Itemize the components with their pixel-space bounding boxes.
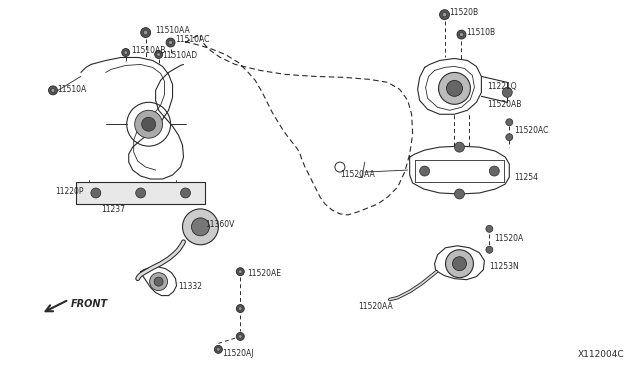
Circle shape [122, 48, 130, 57]
Text: 11510AA: 11510AA [156, 26, 190, 35]
Circle shape [420, 166, 429, 176]
Circle shape [49, 86, 58, 95]
Circle shape [442, 12, 447, 17]
Circle shape [490, 166, 499, 176]
Text: 11220P: 11220P [55, 187, 83, 196]
Circle shape [216, 347, 220, 351]
Circle shape [486, 246, 493, 253]
Circle shape [454, 142, 465, 152]
Text: 11520B: 11520B [449, 8, 479, 17]
Circle shape [150, 273, 168, 291]
Circle shape [236, 268, 244, 276]
Circle shape [143, 31, 148, 35]
Text: X112004C: X112004C [577, 350, 624, 359]
Text: 11510AC: 11510AC [175, 35, 210, 44]
Circle shape [506, 119, 513, 126]
Circle shape [239, 270, 242, 273]
Circle shape [157, 53, 161, 56]
Text: 11510A: 11510A [57, 85, 86, 94]
Text: 11520AE: 11520AE [247, 269, 281, 278]
Circle shape [506, 134, 513, 141]
Circle shape [214, 346, 222, 353]
Circle shape [134, 110, 163, 138]
Circle shape [124, 51, 127, 54]
Text: 11520AA: 11520AA [358, 302, 392, 311]
Text: 11510B: 11510B [467, 28, 495, 37]
Circle shape [141, 28, 150, 38]
Circle shape [141, 117, 156, 131]
Text: 11332: 11332 [179, 282, 202, 291]
Circle shape [191, 218, 209, 236]
Text: 11510AD: 11510AD [163, 51, 198, 60]
Text: 11520AA: 11520AA [340, 170, 374, 179]
Circle shape [166, 38, 175, 47]
Circle shape [239, 307, 242, 310]
Circle shape [452, 257, 467, 271]
Circle shape [438, 73, 470, 104]
Circle shape [154, 277, 163, 286]
Bar [76, 182, 205, 204]
Text: 11254: 11254 [515, 173, 538, 182]
Circle shape [454, 189, 465, 199]
Text: 11510AB: 11510AB [131, 46, 165, 55]
Text: 11253N: 11253N [490, 262, 519, 271]
Circle shape [51, 88, 55, 92]
Text: 11520AC: 11520AC [515, 126, 548, 135]
Circle shape [182, 209, 218, 245]
Circle shape [91, 188, 101, 198]
Text: 11237: 11237 [101, 205, 125, 214]
Circle shape [486, 225, 493, 232]
Text: 11520A: 11520A [494, 234, 524, 243]
Circle shape [236, 333, 244, 340]
Circle shape [168, 41, 173, 45]
Circle shape [502, 87, 512, 97]
Circle shape [460, 33, 463, 36]
Circle shape [457, 30, 466, 39]
Circle shape [239, 335, 242, 338]
Text: 11520AJ: 11520AJ [222, 349, 254, 358]
Text: 11360V: 11360V [205, 220, 235, 230]
Circle shape [445, 250, 474, 278]
Circle shape [440, 10, 449, 20]
Circle shape [136, 188, 146, 198]
Circle shape [155, 51, 163, 58]
Text: 11520AB: 11520AB [488, 100, 522, 109]
Text: FRONT: FRONT [71, 299, 108, 308]
Circle shape [180, 188, 191, 198]
Circle shape [236, 305, 244, 312]
Circle shape [447, 80, 463, 96]
Text: 11221Q: 11221Q [488, 82, 517, 91]
